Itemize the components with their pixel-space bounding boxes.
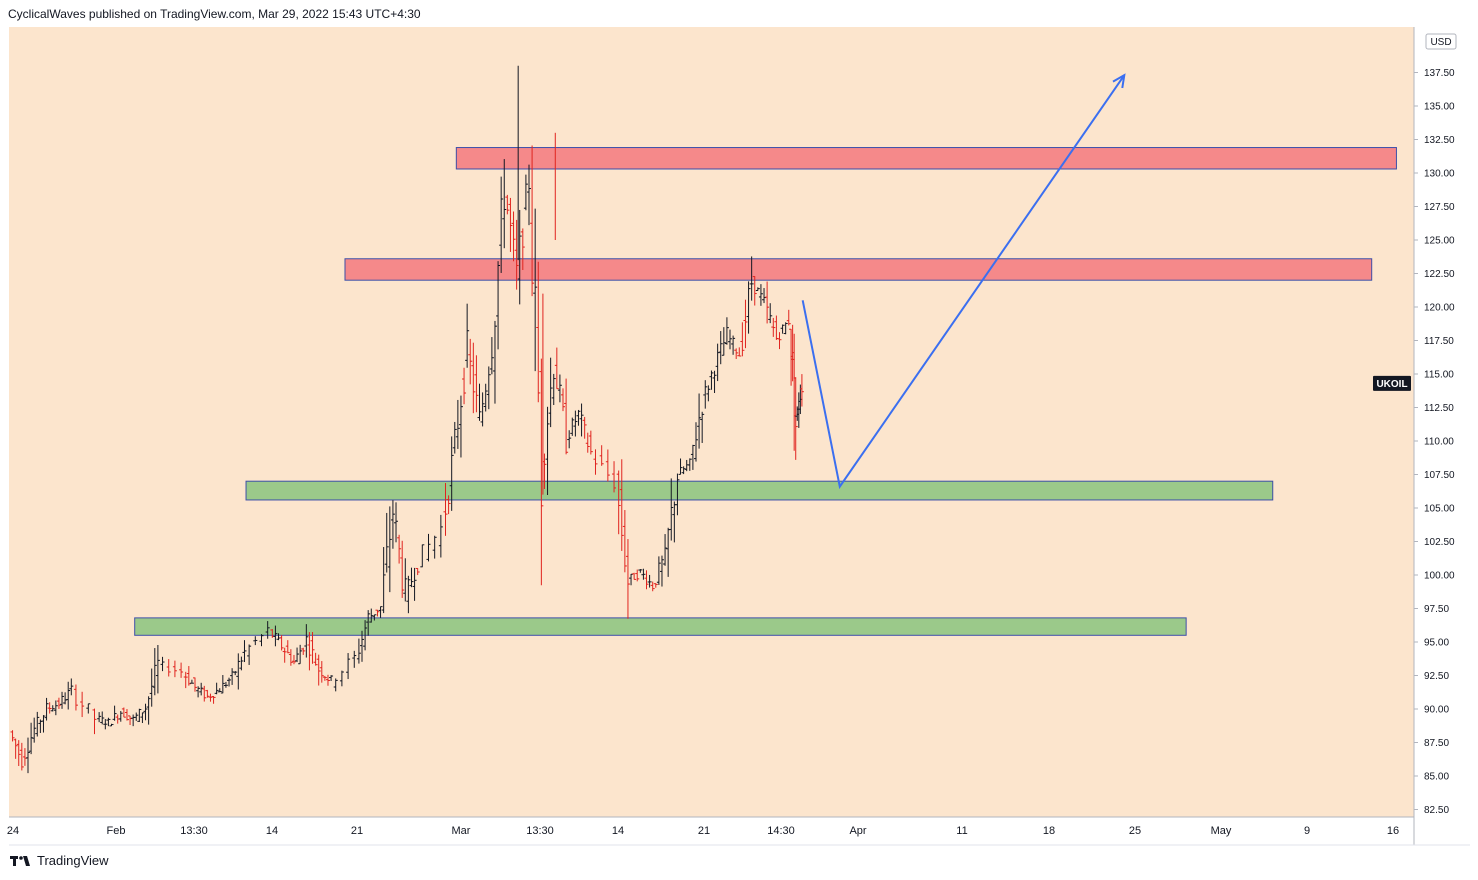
x-tick-label: 14: [266, 825, 278, 837]
y-tick-label: 137.50: [1424, 68, 1455, 79]
x-tick-label: Feb: [107, 825, 126, 837]
projection-layer: [801, 73, 1126, 490]
y-tick-label: 117.50: [1424, 336, 1454, 347]
footer-brand-text: TradingView: [37, 853, 109, 868]
plot-background: [9, 27, 1414, 817]
x-tick-label: 9: [1304, 825, 1310, 837]
x-tick-label: May: [1211, 825, 1232, 837]
x-tick-label: Mar: [452, 825, 471, 837]
x-tick-label: 16: [1387, 825, 1399, 837]
y-tick-label: 107.50: [1424, 470, 1455, 481]
y-tick-label: 112.50: [1424, 403, 1454, 414]
resistance-zone-1: [344, 258, 1373, 281]
x-axis: 24 Feb 13:30 14 21 Mar 13:30 14 21 14:30 Apr 11 18 25…: [7, 825, 1399, 837]
y-tick-label: 132.50: [1424, 135, 1455, 146]
x-tick-label: 21: [698, 825, 710, 837]
y-tick-label: 110.00: [1424, 437, 1454, 448]
y-tick-label: 90.00: [1424, 705, 1449, 716]
y-tick-label: 120.00: [1424, 303, 1455, 314]
x-tick-label: 21: [351, 825, 363, 837]
candles-layer: [10, 65, 804, 774]
x-tick-label: 25: [1129, 825, 1141, 837]
support-zone-3: [134, 617, 1187, 636]
y-tick-label: 135.00: [1424, 102, 1455, 113]
symbol-price-label: UKOIL: [1373, 375, 1411, 391]
y-tick-label: 95.00: [1424, 638, 1449, 649]
y-axis: 137.50 135.00 132.50 130.00 127.50 125.00 122.…: [1414, 68, 1455, 816]
x-tick-label: Apr: [849, 825, 866, 837]
projection-path: [801, 74, 1126, 490]
y-tick-label: 97.50: [1424, 604, 1449, 615]
x-tick-label: 24: [7, 825, 19, 837]
y-tick-label: 122.50: [1424, 269, 1455, 280]
y-tick-label: 105.00: [1424, 504, 1455, 515]
x-tick-label: 11: [956, 825, 967, 837]
y-tick-label: 85.00: [1424, 772, 1449, 783]
y-tick-label: 92.50: [1424, 671, 1449, 682]
y-tick-label: 115.00: [1424, 370, 1454, 381]
x-tick-label: 14: [612, 825, 624, 837]
footer-brand[interactable]: TradingView: [10, 853, 109, 868]
support-zone-2: [245, 480, 1274, 501]
y-tick-label: 130.00: [1424, 169, 1455, 180]
tradingview-logo-icon: [10, 855, 30, 866]
x-tick-label: 13:30: [180, 825, 208, 837]
projection-arrowhead: [1112, 73, 1126, 89]
publish-header: CyclicalWaves published on TradingView.c…: [8, 7, 421, 21]
y-tick-label: 87.50: [1424, 738, 1449, 749]
x-tick-label: 13:30: [526, 825, 554, 837]
resistance-zone-0: [455, 147, 1397, 170]
x-tick-label: 14:30: [767, 825, 795, 837]
x-tick-label: 18: [1043, 825, 1055, 837]
y-tick-label: 127.50: [1424, 202, 1455, 213]
currency-label: USD: [1430, 37, 1451, 48]
y-tick-label: 82.50: [1424, 805, 1449, 816]
y-tick-label: 102.50: [1424, 537, 1455, 548]
y-tick-label: 100.00: [1424, 571, 1455, 582]
y-tick-label: 125.00: [1424, 236, 1455, 247]
zones-layer: [134, 147, 1397, 636]
symbol-label: UKOIL: [1376, 379, 1407, 390]
currency-badge[interactable]: USD: [1425, 33, 1457, 50]
